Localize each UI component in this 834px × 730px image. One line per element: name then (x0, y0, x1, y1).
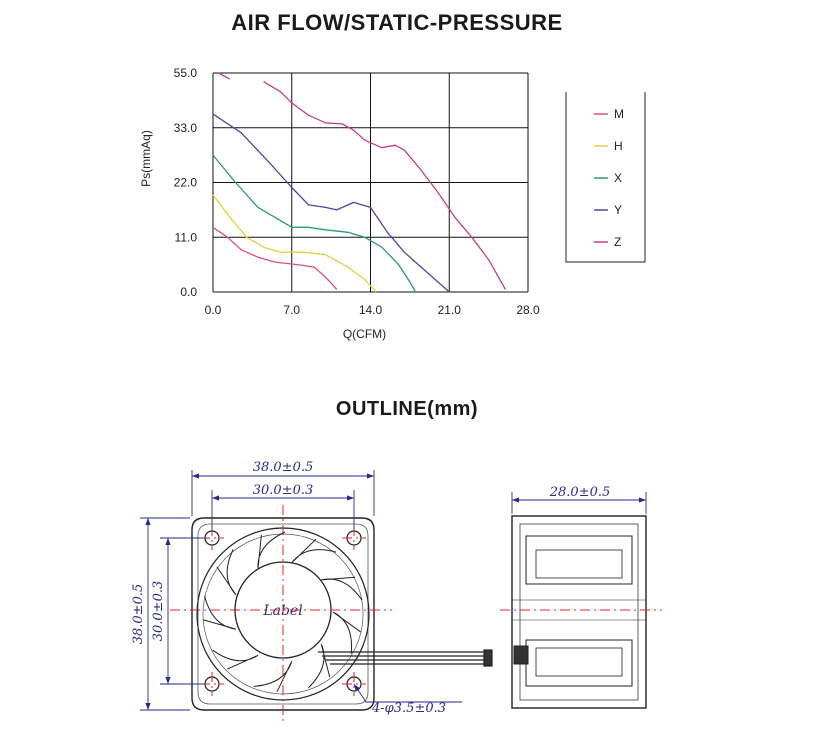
plot-area: 0.0 7.0 14.0 21.0 28.0 0.0 11.0 22.0 33.0 55.0 Q(C… (139, 66, 540, 341)
legend-label-x: X (614, 171, 622, 185)
x-tick-label: 14.0 (359, 303, 383, 317)
x-tick-label: 7.0 (283, 303, 300, 317)
legend-label-h: H (614, 139, 623, 153)
fan-blade (253, 660, 293, 693)
series-line-z (218, 72, 231, 80)
fan-blade (308, 643, 331, 689)
fan-blade (321, 576, 363, 601)
chart-legend: M H X Y Z (565, 92, 646, 263)
y-tick-label: 11.0 (175, 230, 198, 244)
series-line-z (263, 81, 507, 290)
x-axis-label: Q(CFM) (343, 327, 386, 341)
fan-blade (212, 649, 259, 670)
series-line-h (212, 194, 377, 293)
fan-blade (216, 549, 237, 596)
series-line-y (212, 113, 450, 293)
fan-blade (332, 611, 361, 654)
legend-label-y: Y (614, 203, 622, 217)
side-body (511, 515, 647, 709)
y-axis-label: Ps(mmAq) (139, 130, 153, 187)
dim-height-text: 38.0±0.5 (131, 584, 146, 645)
fan-wires (318, 649, 493, 667)
airflow-pressure-chart: 0.0 7.0 14.0 21.0 28.0 0.0 11.0 22.0 33.0 55.0 Q(C… (139, 66, 646, 341)
legend-label-z: Z (614, 235, 621, 249)
dim-hole-spacing-text: 30.0±0.3 (253, 483, 314, 498)
side-view (500, 492, 662, 709)
x-tick-label: 0.0 (205, 303, 222, 317)
y-tick-label: 55.0 (174, 66, 198, 80)
dim-depth-text: 28.0±0.5 (549, 485, 611, 500)
fan-blade (203, 595, 237, 630)
y-tick-label: 33.0 (174, 121, 198, 135)
front-view: Label (131, 460, 493, 722)
hole-leader-line (353, 683, 462, 703)
y-tick-label: 22.0 (174, 176, 198, 190)
series-line-x (212, 154, 417, 293)
outline-title: OUTLINE(mm) (335, 398, 479, 420)
fan-blades (203, 531, 363, 693)
x-tick-label: 21.0 (438, 303, 462, 317)
chart-title: AIR FLOW/STATIC-PRESSURE (231, 10, 563, 35)
front-frame (191, 517, 375, 711)
dim-hole-spacing-vertical-text: 30.0±0.3 (151, 581, 166, 642)
front-frame-inner (197, 523, 369, 705)
legend-label-m: M (614, 107, 624, 121)
dim-width-text: 38.0±0.5 (253, 460, 314, 475)
fan-outline-drawing: Label (131, 460, 662, 722)
legend-frame (565, 92, 646, 263)
series-line-m (212, 226, 338, 290)
fan-blade (291, 538, 337, 564)
fan-blade (257, 531, 286, 569)
y-tick-label: 0.0 (180, 285, 197, 299)
hole-spec-text: 4-φ3.5±0.3 (371, 701, 446, 716)
x-tick-label: 28.0 (516, 303, 540, 317)
